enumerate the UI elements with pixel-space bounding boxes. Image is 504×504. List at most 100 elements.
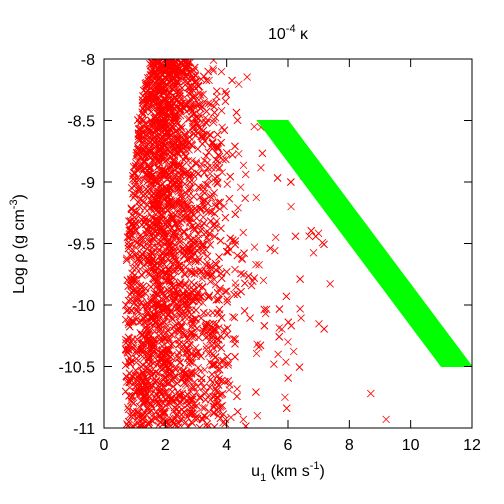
scatter-point <box>215 360 224 369</box>
scatter-point <box>229 312 237 321</box>
scatter-point <box>158 109 167 118</box>
scatter-point <box>199 240 208 249</box>
scatter-point <box>204 331 213 340</box>
scatter-point <box>244 272 253 280</box>
scatter-point <box>238 254 246 263</box>
scatter-point <box>163 175 172 183</box>
scatter-point <box>187 396 196 404</box>
scatter-point <box>149 335 158 344</box>
scatter-point <box>218 390 227 398</box>
scatter-point <box>181 251 189 259</box>
scatter-point <box>164 230 172 239</box>
scatter-point <box>135 182 143 190</box>
scatter-point <box>240 270 248 279</box>
scatter-point <box>202 246 210 254</box>
scatter-point <box>188 123 197 131</box>
scatter-point <box>131 177 140 185</box>
scatter-point <box>194 82 203 91</box>
scatter-point <box>175 235 184 244</box>
scatter-point <box>256 341 265 350</box>
scatter-point <box>182 347 191 356</box>
scatter-point <box>171 414 180 423</box>
scatter-point <box>154 399 163 408</box>
scatter-point <box>219 418 227 427</box>
scatter-point <box>173 379 182 388</box>
scatter-point <box>222 90 231 99</box>
scatter-point <box>217 314 226 322</box>
scatter-point <box>147 213 156 221</box>
scatter-point <box>158 212 166 220</box>
scatter-point <box>122 335 130 344</box>
scatter-point <box>218 274 226 282</box>
scatter-point <box>260 305 269 314</box>
scatter-point <box>187 269 196 277</box>
scatter-point <box>174 80 183 88</box>
scatter-point <box>129 276 138 284</box>
scatter-point <box>187 383 196 392</box>
scatter-point <box>196 394 204 402</box>
scatter-point <box>178 162 187 171</box>
scatter-point <box>132 306 141 315</box>
scatter-point <box>193 145 202 153</box>
scatter-point <box>200 156 209 165</box>
scatter-point <box>138 292 146 301</box>
scatter-point <box>128 318 137 326</box>
scatter-point <box>172 365 180 374</box>
scatter-point <box>144 105 152 113</box>
scatter-point <box>138 412 147 420</box>
scatter-point <box>257 163 265 172</box>
scatter-point <box>206 336 214 344</box>
scatter-point <box>144 237 153 246</box>
scatter-point <box>121 387 130 396</box>
scatter-point <box>199 200 208 208</box>
scatter-point <box>148 382 157 390</box>
scatter-point <box>207 271 216 280</box>
scatter-point <box>139 302 148 311</box>
scatter-point <box>296 305 304 313</box>
scatter-point <box>144 420 153 428</box>
scatter-point <box>184 422 192 428</box>
scatter-point <box>233 251 242 260</box>
scatter-point <box>188 156 197 165</box>
scatter-point <box>164 254 172 263</box>
scatter-point <box>135 318 143 326</box>
scatter-point <box>213 378 221 387</box>
scatter-point <box>175 133 183 142</box>
scatter-point <box>124 296 133 305</box>
scatter-point <box>193 388 201 396</box>
scatter-point <box>217 224 225 233</box>
scatter-point <box>235 149 243 158</box>
scatter-point <box>209 344 218 352</box>
scatter-point <box>202 152 210 160</box>
scatter-point <box>221 419 230 428</box>
scatter-point <box>200 98 209 106</box>
scatter-point <box>146 238 154 246</box>
scatter-point <box>187 267 196 275</box>
scatter-point <box>124 244 133 253</box>
scatter-point <box>307 227 315 235</box>
scatter-point <box>141 126 149 135</box>
scatter-point <box>155 399 164 408</box>
scatter-point <box>126 290 134 299</box>
scatter-point <box>193 246 201 255</box>
scatter-point <box>145 161 153 170</box>
scatter-point <box>222 287 231 295</box>
scatter-point <box>260 322 269 330</box>
scatter-point <box>153 248 162 256</box>
scatter-point <box>211 174 219 182</box>
scatter-point <box>129 286 138 294</box>
scatter-point <box>156 412 164 420</box>
scatter-point <box>202 119 211 127</box>
scatter-point <box>167 135 176 144</box>
scatter-point <box>233 392 241 401</box>
scatter-point <box>233 385 241 393</box>
scatter-point <box>191 257 200 266</box>
scatter-point <box>221 213 230 222</box>
scatter-point <box>212 296 221 304</box>
scatter-point <box>129 189 137 198</box>
scatter-point <box>202 206 211 215</box>
scatter-point <box>196 91 205 99</box>
scatter-point <box>144 355 153 363</box>
scatter-point <box>185 85 194 93</box>
scatter-point <box>198 283 207 291</box>
